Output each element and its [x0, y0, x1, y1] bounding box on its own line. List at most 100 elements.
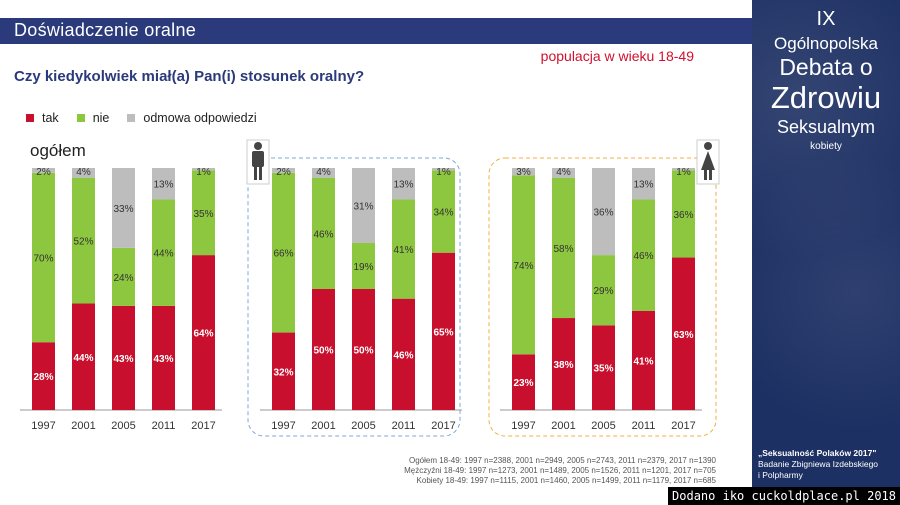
bar-tak-0-2005 [112, 305, 135, 410]
data-label-nie-0-2011: 44% [153, 249, 173, 260]
bar-odmowa-0-1997 [32, 168, 55, 173]
tick-label-1-1997: 1997 [271, 420, 295, 432]
data-label-odmowa-0-1997: 2% [36, 167, 51, 178]
tick-label-2-2017: 2017 [671, 420, 695, 432]
data-label-nie-2-2001: 58% [553, 244, 573, 255]
bar-odmowa-2-2017 [672, 168, 695, 171]
data-label-tak-1-2017: 65% [433, 327, 453, 338]
tick-label-2-1997: 1997 [511, 420, 535, 432]
data-label-odmowa-0-2005: 33% [113, 204, 133, 215]
bar-odmowa-0-2005 [112, 168, 135, 248]
data-label-odmowa-0-2011: 13% [153, 180, 173, 191]
chart-legend: tak nie odmowa odpowiedzi [26, 111, 257, 125]
tick-label-0-1997: 1997 [31, 420, 55, 432]
female-icon [696, 139, 720, 185]
bar-tak-1-2005 [352, 289, 375, 410]
sidebar-line-1: IX [816, 8, 836, 30]
bar-tak-1-2001 [312, 289, 335, 410]
tick-label-1-2005: 2005 [351, 420, 375, 432]
tick-label-0-2011: 2011 [152, 420, 176, 432]
sidebar-credits: „Seksualność Polaków 2017" Badanie Zbign… [758, 448, 898, 481]
data-label-tak-0-2011: 43% [153, 354, 173, 365]
sidebar-credit-2: Badanie Zbigniewa Izdebskiego [758, 459, 879, 469]
legend-item-tak: tak [26, 111, 59, 125]
bar-tak-1-1997 [272, 332, 295, 410]
bar-nie-2-2017 [672, 170, 695, 258]
data-label-nie-1-2001: 46% [313, 229, 333, 240]
question-text: Czy kiedykolwiek miał(a) Pan(i) stosunek… [14, 68, 365, 85]
data-label-tak-1-2001: 50% [313, 346, 333, 357]
bar-tak-0-2001 [72, 303, 95, 410]
bar-tak-0-1997 [32, 342, 55, 410]
bar-odmowa-1-2005 [352, 168, 375, 244]
data-label-odmowa-2-1997: 3% [516, 167, 531, 178]
watermark: Dodano iko cuckoldplace.pl 2018 [668, 487, 900, 505]
data-label-tak-0-1997: 28% [33, 372, 53, 383]
bar-odmowa-1-2001 [312, 168, 335, 178]
bar-nie-1-2011 [392, 199, 415, 299]
bar-tak-1-2017 [432, 252, 455, 410]
bar-odmowa-1-2011 [392, 168, 415, 200]
data-label-odmowa-1-2001: 4% [316, 167, 331, 178]
bar-nie-0-2001 [72, 177, 95, 304]
sidebar-line-4: Zdrowiu [770, 80, 882, 115]
data-label-nie-1-1997: 66% [273, 249, 293, 260]
data-label-nie-0-2001: 52% [73, 237, 93, 248]
data-label-tak-0-2001: 44% [73, 353, 93, 364]
male-icon [246, 139, 270, 185]
sidebar-credit-1: „Seksualność Polaków 2017" [758, 448, 877, 458]
data-label-tak-1-1997: 32% [273, 367, 293, 378]
legend-item-odmowa: odmowa odpowiedzi [127, 111, 257, 125]
stacked-bar-chart: 28% 70% 2% 1997 44% 52% 4% 2001 43% 24% 33% 2005 43%… [20, 139, 720, 437]
bar-odmowa-2-2001 [552, 168, 575, 178]
header-bar [0, 18, 752, 44]
bar-nie-2-2001 [552, 177, 575, 319]
bar-tak-2-1997 [512, 354, 535, 410]
sidebar-line-2: Ogólnopolska [774, 34, 878, 53]
group-label-total: ogółem [30, 141, 86, 160]
bar-odmowa-2-2005 [592, 168, 615, 256]
data-label-nie-0-2017: 35% [193, 209, 213, 220]
data-label-odmowa-0-2017: 1% [196, 167, 211, 178]
bar-nie-2-1997 [512, 175, 535, 355]
bar-tak-1-2011 [392, 298, 415, 410]
page-title: Doświadczenie oralne [14, 20, 197, 40]
data-label-tak-2-2005: 35% [593, 364, 613, 375]
sidebar-line-6: kobiety [810, 141, 842, 152]
data-label-nie-1-2017: 34% [433, 208, 453, 219]
data-label-tak-2-2017: 63% [673, 330, 693, 341]
tick-label-0-2005: 2005 [111, 420, 135, 432]
bar-nie-1-2005 [352, 243, 375, 289]
bar-odmowa-0-2011 [152, 168, 175, 200]
bar-tak-2-2005 [592, 325, 615, 410]
tick-label-0-2017: 2017 [191, 420, 215, 432]
data-label-odmowa-2-2005: 36% [593, 208, 613, 219]
bar-nie-0-2011 [152, 199, 175, 306]
sidebar-banner: IX Ogólnopolska Debata o Zdrowiu Seksual… [752, 0, 900, 487]
bar-tak-2-2017 [672, 257, 695, 410]
tick-label-2-2001: 2001 [551, 420, 575, 432]
data-label-odmowa-1-2017: 1% [436, 167, 451, 178]
data-label-nie-0-2005: 24% [113, 273, 133, 284]
data-label-odmowa-1-1997: 2% [276, 167, 291, 178]
data-label-odmowa-0-2001: 4% [76, 167, 91, 178]
bar-nie-1-2001 [312, 177, 335, 289]
bar-nie-0-1997 [32, 172, 55, 343]
data-label-nie-1-2005: 19% [353, 262, 373, 273]
data-label-nie-1-2011: 41% [393, 245, 413, 256]
sidebar-line-5: Seksualnym [776, 117, 876, 137]
footnote-men: Mężczyźni 18-49: 1997 n=1273, 2001 n=148… [404, 466, 716, 475]
legend-swatch-nie [76, 114, 85, 122]
data-label-odmowa-2-2011: 13% [633, 180, 653, 191]
data-label-odmowa-1-2011: 13% [393, 180, 413, 191]
legend-label-tak: tak [42, 111, 59, 125]
bar-nie-1-2017 [432, 170, 455, 253]
legend-label-odmowa: odmowa odpowiedzi [143, 111, 257, 125]
data-label-tak-2-2011: 41% [633, 356, 653, 367]
sidebar-line-3: Debata o [779, 54, 873, 80]
bar-nie-0-2017 [192, 170, 215, 256]
legend-label-nie: nie [92, 111, 110, 125]
tick-label-0-2001: 2001 [71, 420, 95, 432]
sample-size-footnotes: Ogółem 18-49: 1997 n=2388, 2001 n=2949, … [404, 456, 716, 486]
bar-nie-2-2011 [632, 199, 655, 311]
